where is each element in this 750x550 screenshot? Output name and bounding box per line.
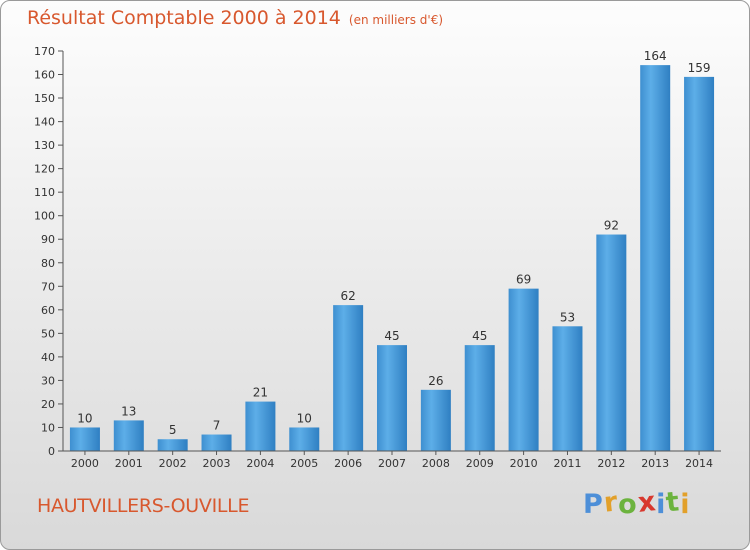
data-label-2000: 10: [77, 411, 92, 425]
bar-2009: [465, 345, 495, 451]
bar-2011: [552, 326, 582, 451]
x-tick-label-2004: 2004: [246, 457, 274, 470]
logo-letter: P: [583, 489, 604, 520]
x-axis: 2000 2001 2002 2003 2004 2005 2006 2007 2008 2009…: [63, 451, 721, 470]
y-tick-label: 100: [34, 210, 55, 223]
y-tick-label: 90: [41, 233, 55, 246]
data-label-2003: 7: [213, 419, 221, 433]
data-label-2014: 159: [688, 61, 711, 75]
data-label-2012: 92: [604, 219, 619, 233]
y-tick-label: 60: [41, 304, 55, 317]
x-tick-label-2014: 2014: [685, 457, 713, 470]
chart-frame: Résultat Comptable 2000 à 2014 (en millie…: [0, 0, 750, 550]
y-tick-label: 30: [41, 374, 55, 387]
y-tick-label: 20: [41, 398, 55, 411]
data-label-2004: 21: [253, 386, 268, 400]
data-label-2010: 69: [516, 273, 531, 287]
x-tick-label-2013: 2013: [641, 457, 669, 470]
bar-2004: [245, 402, 275, 451]
y-tick-label: 80: [41, 257, 55, 270]
y-axis: 0 10 20 30 40 50 60 70 80 90 100 110 120 130 140 150 160…: [34, 45, 63, 458]
x-tick-label-2012: 2012: [597, 457, 625, 470]
data-label-2011: 53: [560, 310, 575, 324]
proxiti-logo[interactable]: Proxiti: [583, 489, 691, 520]
data-label-2008: 26: [428, 374, 443, 388]
x-tick-label-2006: 2006: [334, 457, 362, 470]
y-tick-label: 0: [48, 445, 55, 458]
bar-2003: [202, 435, 232, 451]
y-tick-label: 140: [34, 116, 55, 129]
bar-2013: [640, 65, 670, 451]
logo-letter: i: [680, 489, 690, 520]
bar-2014: [684, 77, 714, 451]
y-tick-label: 10: [41, 421, 55, 434]
x-tick-label-2010: 2010: [510, 457, 538, 470]
x-tick-label-2011: 2011: [553, 457, 581, 470]
data-label-2005: 10: [297, 411, 312, 425]
x-tick-label-2005: 2005: [290, 457, 318, 470]
y-tick-label: 50: [41, 327, 55, 340]
bar-2001: [114, 420, 144, 451]
y-tick-label: 110: [34, 186, 55, 199]
bar-chart: 0 10 20 30 40 50 60 70 80 90 100 110 120 130 140 150 160…: [1, 1, 749, 549]
x-tick-label-2008: 2008: [422, 457, 450, 470]
commune-name: HAUTVILLERS-OUVILLE: [37, 495, 249, 517]
x-tick-label-2002: 2002: [159, 457, 187, 470]
bar-2002: [158, 439, 188, 451]
data-label-2007: 45: [384, 329, 399, 343]
bar-2006: [333, 305, 363, 451]
logo-letter: r: [602, 486, 619, 518]
y-tick-label: 40: [41, 351, 55, 364]
bar-2007: [377, 345, 407, 451]
x-tick-label-2007: 2007: [378, 457, 406, 470]
x-tick-label-2003: 2003: [203, 457, 231, 470]
y-tick-label: 130: [34, 139, 55, 152]
bar-2012: [596, 235, 626, 451]
logo-letter: o: [618, 489, 638, 520]
x-tick-label-2001: 2001: [115, 457, 143, 470]
bar-2008: [421, 390, 451, 451]
y-tick-label: 150: [34, 92, 55, 105]
bar-2010: [509, 289, 539, 451]
y-tick-label: 170: [34, 45, 55, 58]
data-label-2002: 5: [169, 423, 177, 437]
logo-letter: x: [636, 486, 658, 519]
bar-2005: [289, 427, 319, 451]
data-label-2009: 45: [472, 329, 487, 343]
data-label-2013: 164: [644, 49, 667, 63]
x-tick-label-2009: 2009: [466, 457, 494, 470]
data-label-2006: 62: [340, 289, 355, 303]
y-tick-label: 70: [41, 280, 55, 293]
y-tick-label: 120: [34, 163, 55, 176]
y-tick-label: 160: [34, 69, 55, 82]
bar-2000: [70, 427, 100, 451]
bars: 10 13 5 7 21 10 62 45 26 45 69 53 92 164 159: [70, 49, 714, 451]
data-label-2001: 13: [121, 404, 136, 418]
x-tick-label-2000: 2000: [71, 457, 99, 470]
